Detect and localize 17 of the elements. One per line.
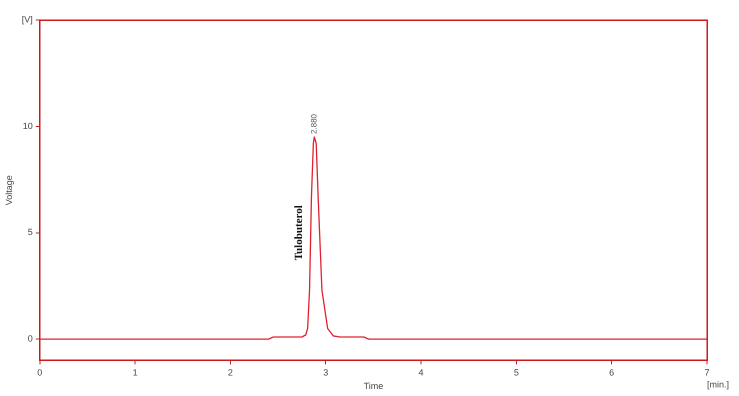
y-tick-label: 0 xyxy=(28,334,33,344)
x-tick-label: 3 xyxy=(323,367,328,378)
x-tick-label: 1 xyxy=(132,367,138,378)
y-tick-label: 5 xyxy=(28,227,33,238)
x-tick-label: 2 xyxy=(228,367,233,378)
annotation: 2.880 xyxy=(310,113,319,134)
x-tick-label: 0 xyxy=(37,367,42,378)
y-axis-title: Voltage xyxy=(4,175,14,206)
x-axis-title: Time xyxy=(364,381,384,392)
x-tick-label: 7 xyxy=(704,367,710,378)
y-tick-label: [V] xyxy=(22,14,33,24)
annotation: Tulobuterol xyxy=(292,205,305,260)
text: [min.] xyxy=(706,379,729,390)
y-tick-label: 10 xyxy=(22,120,33,131)
x-tick-label: 4 xyxy=(418,367,424,378)
x-tick-label: 5 xyxy=(514,367,519,378)
x-tick-label: 6 xyxy=(609,367,614,378)
